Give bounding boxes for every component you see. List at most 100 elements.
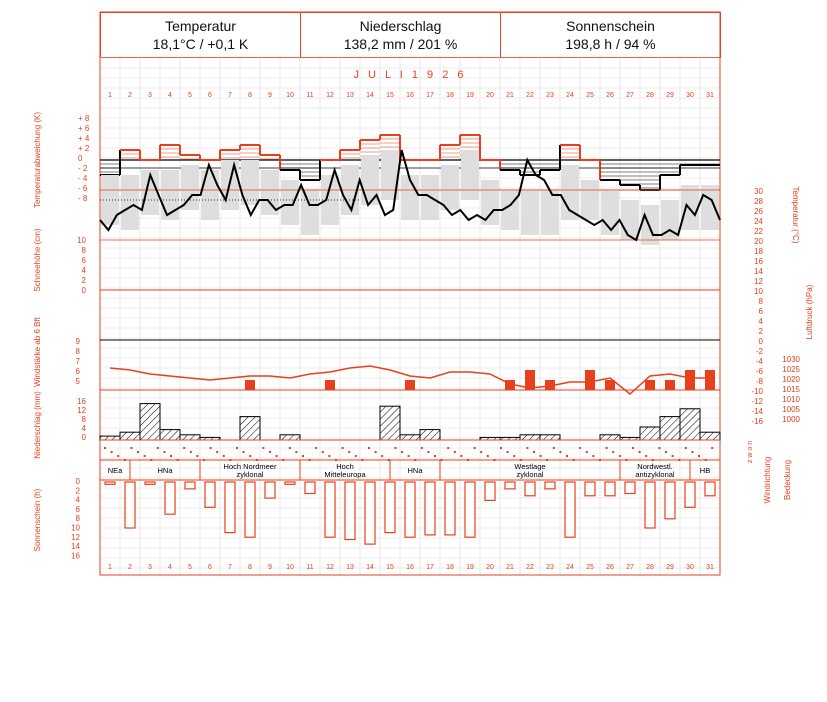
- temp-tick: -12: [751, 397, 763, 406]
- sunshine-bar: [444, 481, 456, 536]
- anomaly-bar: [520, 160, 540, 175]
- cover-dot: [368, 447, 370, 449]
- temp-range-band: [241, 160, 259, 205]
- day-label-top: 22: [526, 92, 534, 99]
- day-label-bottom: 19: [466, 564, 474, 571]
- cover-dot: [302, 455, 304, 457]
- cover-dot: [354, 455, 357, 457]
- precip-bar: [659, 416, 681, 441]
- temp-range-band: [201, 170, 219, 220]
- precip-bar: [519, 434, 541, 441]
- anomaly-axis-title: Temperaturabweichung (K): [33, 112, 42, 208]
- precip-bar: [179, 434, 201, 441]
- temp-tick: 22: [754, 227, 763, 236]
- sunshine-bar: [324, 481, 336, 538]
- sun-axis-title: Sonnenschein (h): [33, 488, 42, 551]
- temp-tick: 14: [754, 267, 763, 276]
- day-label-top: 31: [706, 92, 714, 99]
- anomaly-tick: 0: [78, 154, 83, 163]
- temp-range-band: [181, 165, 199, 210]
- temp-tick: 30: [754, 187, 763, 196]
- cover-dot: [691, 451, 694, 453]
- temp-tick: 0: [759, 337, 764, 346]
- wind-bar: [545, 380, 555, 390]
- day-label-bottom: 2: [128, 564, 132, 571]
- sun-tick: 4: [76, 496, 81, 505]
- day-label-bottom: 9: [268, 564, 272, 571]
- wind-bar: [525, 370, 535, 390]
- cover-dot: [447, 447, 450, 449]
- cover-dot: [612, 451, 615, 453]
- day-label-top: 7: [228, 92, 232, 99]
- precip-bar: [699, 431, 721, 441]
- sunshine-bar: [604, 481, 616, 497]
- wind-bar: [245, 380, 255, 390]
- cover-dot: [394, 447, 397, 449]
- day-label-top: 13: [346, 92, 354, 99]
- wind-bar: [325, 380, 335, 390]
- cover-dot: [552, 447, 555, 449]
- wind-bar: [585, 370, 595, 390]
- precip-tick: 8: [82, 415, 87, 424]
- frame: [99, 11, 721, 576]
- temp-range-band: [321, 175, 339, 225]
- temp-tick: 2: [759, 327, 764, 336]
- sunshine-bar: [204, 481, 216, 508]
- sunshine-bar: [164, 481, 176, 515]
- cover-dot: [486, 455, 489, 457]
- sun-tick: 14: [71, 542, 80, 551]
- precip-axis-title: Niederschlag (mm): [33, 391, 42, 459]
- precip-bar: [119, 431, 141, 441]
- sunshine-bar: [304, 481, 316, 495]
- temp-tick: -16: [751, 417, 763, 426]
- temp-range-band: [261, 170, 279, 215]
- anomaly-tick: + 2: [78, 144, 90, 153]
- cover-dot: [242, 451, 245, 453]
- weather-type-label: HNa: [407, 466, 423, 475]
- cover-dot: [104, 447, 106, 449]
- temp-tick: 4: [759, 317, 764, 326]
- cover-dot: [579, 447, 582, 449]
- weather-type-label: antizyklonal: [635, 470, 675, 479]
- anomaly-bar: [220, 150, 240, 160]
- temp-range-band: [701, 185, 719, 230]
- day-label-top: 30: [686, 92, 694, 99]
- day-label-bottom: 31: [706, 564, 714, 571]
- cover-dot: [592, 455, 595, 457]
- sun-tick: 2: [76, 486, 81, 495]
- cover-dot: [566, 455, 568, 457]
- sunshine-bar: [484, 481, 496, 501]
- sunshine-bar: [504, 481, 516, 490]
- cover-dot: [539, 455, 542, 457]
- temp-range-band: [281, 180, 299, 225]
- cover-dot: [249, 455, 252, 457]
- wind-axis-title: Windstärke ab 6 Bft: [33, 316, 42, 387]
- cover-dot: [216, 451, 219, 453]
- pressure-curve: [109, 365, 710, 395]
- day-label-bottom: 14: [366, 564, 374, 571]
- wind-tick: 6: [76, 367, 81, 376]
- day-label-top: 18: [446, 92, 454, 99]
- snow-axis-title: Schneehöhe (cm): [33, 228, 42, 291]
- sunshine-bar: [364, 481, 376, 545]
- anomaly-bar: [300, 160, 320, 180]
- temp-tick: -4: [756, 357, 764, 366]
- day-label-bottom: 25: [586, 564, 594, 571]
- cover-dot: [658, 447, 661, 449]
- temp-range-band: [381, 150, 399, 200]
- cover-dot: [632, 447, 634, 449]
- temp-range-band: [541, 190, 559, 235]
- sunshine-bar: [664, 481, 676, 520]
- sun-tick: 16: [71, 551, 80, 560]
- anomaly-bar: [500, 160, 520, 170]
- cover-dot: [533, 451, 535, 453]
- cover-dot: [381, 455, 384, 457]
- pressure-tick: 1005: [782, 405, 800, 414]
- wind-bar: [645, 380, 655, 390]
- precip-value: 138,2 mm / 201 %: [343, 36, 458, 52]
- precip-bar: [239, 416, 261, 441]
- weather-type-label: NEa: [108, 466, 123, 475]
- sunshine-bar: [464, 481, 476, 538]
